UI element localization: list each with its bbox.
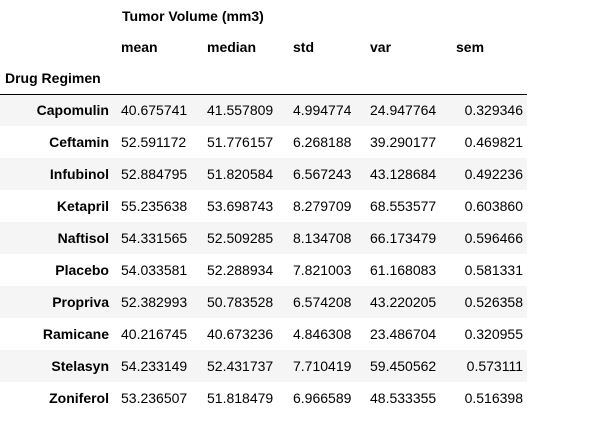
cell-mean: 54.033581: [121, 262, 188, 278]
cell-var: 43.220205: [370, 294, 437, 310]
row-index-label: Placebo: [55, 262, 109, 278]
column-header-var: var: [370, 39, 392, 55]
column-header-std: std: [293, 39, 314, 55]
cell-mean: 52.591172: [121, 134, 187, 150]
cell-median: 41.557809: [207, 102, 274, 119]
cell-std: 6.574208: [293, 294, 352, 310]
cell-mean: 55.235638: [121, 198, 188, 214]
row-index-label: Infubinol: [49, 166, 109, 182]
header-blank-cell: [201, 62, 287, 95]
row-index-label: Naftisol: [57, 230, 109, 246]
summary-statistics-table: Tumor Volume (mm3) mean median std var s…: [0, 0, 527, 414]
header-blank-cell: [364, 62, 450, 95]
table-header: Tumor Volume (mm3) mean median std var s…: [0, 0, 527, 95]
cell-std: 8.279709: [293, 198, 352, 214]
cell-sem: 0.596466: [464, 230, 523, 246]
row-index-label: Propriva: [52, 294, 109, 310]
cell-var: 24.947764: [370, 102, 437, 119]
cell-median: 51.818479: [207, 390, 274, 406]
cell-var: 68.553577: [370, 198, 437, 214]
row-index-label: Zoniferol: [49, 390, 109, 406]
cell-sem: 0.526358: [464, 294, 523, 310]
cell-std: 8.134708: [293, 230, 352, 246]
cell-sem: 0.320955: [464, 326, 523, 342]
cell-median: 51.820584: [207, 166, 274, 182]
table-row: Capomulin 40.675741 41.557809 4.994774 24.94…: [0, 94, 527, 126]
cell-sem: 0.329346: [464, 102, 523, 119]
column-header-median: median: [207, 39, 257, 55]
table-row: Placebo 54.033581 52.288934 7.821003 61.1680…: [0, 254, 527, 286]
table-row: Zoniferol 53.236507 51.818479 6.966589 48.53…: [0, 382, 527, 414]
cell-mean: 52.884795: [121, 166, 188, 182]
row-index-label: Capomulin: [36, 102, 109, 119]
table-row: Ceftamin 52.591172 51.776157 6.268188 39.290…: [0, 126, 527, 158]
cell-mean: 52.382993: [121, 294, 188, 310]
cell-std: 6.966589: [293, 390, 352, 406]
cell-mean: 54.233149: [121, 358, 188, 374]
cell-var: 59.450562: [370, 358, 437, 374]
header-blank-cell: [450, 62, 527, 95]
cell-sem: 0.469821: [464, 134, 523, 150]
header-blank-cell: [115, 62, 201, 95]
index-name-header: Drug Regimen: [0, 62, 115, 95]
header-blank-cell: [0, 32, 115, 62]
row-index-label: Ketapril: [56, 198, 109, 214]
cell-std: 4.994774: [293, 102, 352, 119]
cell-sem: 0.603860: [464, 198, 523, 214]
cell-std: 4.846308: [293, 326, 352, 342]
cell-var: 43.128684: [370, 166, 437, 182]
table-row: Infubinol 52.884795 51.820584 6.567243 43.12…: [0, 158, 527, 190]
cell-var: 48.533355: [370, 390, 437, 406]
cell-mean: 40.216745: [121, 326, 188, 342]
cell-std: 6.567243: [293, 166, 352, 182]
cell-median: 52.288934: [207, 262, 274, 278]
row-index-label: Stelasyn: [51, 358, 109, 374]
cell-sem: 0.581331: [464, 262, 523, 278]
cell-std: 6.268188: [293, 134, 352, 150]
cell-median: 52.431737: [207, 358, 274, 374]
table-body: Capomulin 40.675741 41.557809 4.994774 24.94…: [0, 94, 527, 414]
cell-mean: 53.236507: [121, 390, 188, 406]
column-header-sem: sem: [456, 39, 485, 55]
header-blank-cell: [287, 62, 364, 95]
cell-median: 51.776157: [207, 134, 274, 150]
row-index-label: Ramicane: [42, 326, 109, 342]
header-row-index-name: Drug Regimen: [0, 62, 527, 95]
cell-sem: 0.516398: [464, 390, 523, 406]
cell-var: 66.173479: [370, 230, 437, 246]
cell-var: 61.168083: [370, 262, 437, 278]
cell-median: 50.783528: [207, 294, 274, 310]
header-row-group: Tumor Volume (mm3): [0, 0, 527, 32]
table-row: Propriva 52.382993 50.783528 6.574208 43.220…: [0, 286, 527, 318]
table-row: Naftisol 54.331565 52.509285 8.134708 66.173…: [0, 222, 527, 254]
header-blank-cell: [0, 0, 115, 32]
cell-var: 39.290177: [370, 134, 437, 150]
cell-mean: 54.331565: [121, 230, 188, 246]
cell-sem: 0.492236: [464, 166, 523, 182]
cell-mean: 40.675741: [121, 102, 188, 119]
column-header-mean: mean: [121, 39, 158, 55]
cell-median: 52.509285: [207, 230, 274, 246]
cell-median: 40.673236: [207, 326, 274, 342]
cell-median: 53.698743: [207, 198, 274, 214]
cell-var: 23.486704: [370, 326, 437, 342]
column-group-header: Tumor Volume (mm3): [122, 8, 264, 24]
table-row: Stelasyn 54.233149 52.431737 7.710419 59.450…: [0, 350, 527, 382]
cell-sem: 0.573111: [466, 358, 523, 374]
row-index-label: Ceftamin: [49, 134, 109, 150]
cell-std: 7.710419: [293, 358, 352, 374]
table-row: Ramicane 40.216745 40.673236 4.846308 23.486…: [0, 318, 527, 350]
table-row: Ketapril 55.235638 53.698743 8.279709 68.553…: [0, 190, 527, 222]
cell-std: 7.821003: [293, 262, 352, 278]
header-row-columns: mean median std var sem: [0, 32, 527, 62]
